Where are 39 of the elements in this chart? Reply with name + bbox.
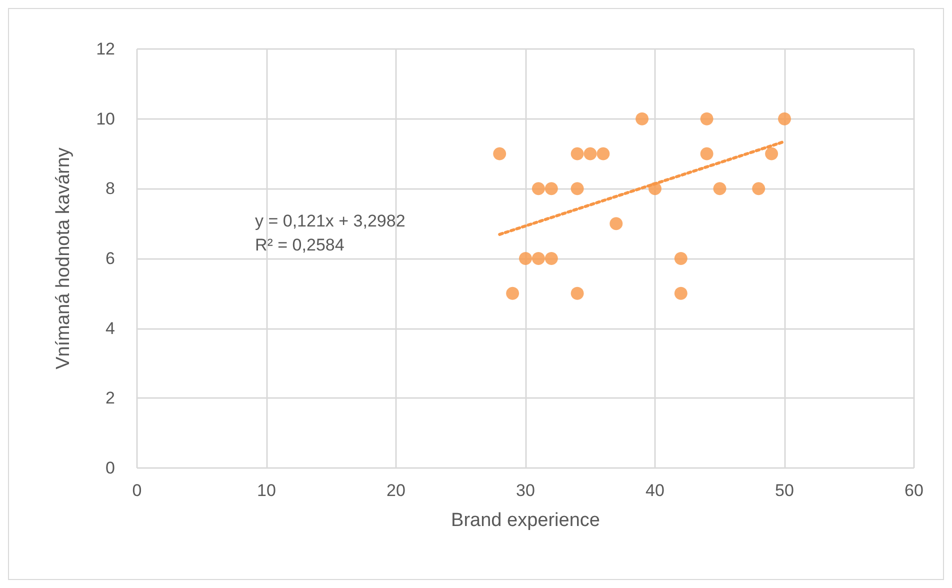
point — [532, 252, 545, 265]
y-tick-label: 6 — [106, 249, 115, 268]
y-tick-label: 12 — [96, 40, 115, 58]
point — [778, 112, 791, 126]
x-tick-label: 40 — [646, 481, 664, 500]
point — [713, 182, 726, 196]
point — [700, 112, 714, 126]
point — [519, 252, 532, 265]
point — [752, 182, 766, 196]
point — [700, 147, 714, 160]
point — [674, 286, 688, 300]
point — [765, 147, 778, 160]
point — [674, 252, 688, 265]
point — [610, 217, 623, 230]
point — [636, 112, 649, 126]
point — [493, 147, 506, 160]
annotation: y = 0,121x + 3,2982 R² = 0,2584 — [255, 212, 406, 254]
point — [544, 182, 558, 196]
y-axis-title: Vnímaná hodnota kavárny — [53, 147, 74, 370]
x-axis-title: Brand experience — [451, 510, 600, 531]
y-tick-label: 10 — [96, 109, 115, 128]
y-tick-label: 4 — [106, 318, 115, 338]
point — [596, 147, 610, 160]
point — [570, 182, 584, 196]
x-tick-label: 60 — [904, 481, 924, 500]
x-tick-label: 10 — [257, 481, 276, 500]
y-tick-label: 0 — [106, 458, 115, 478]
x-tick-label: 0 — [132, 481, 142, 500]
point — [532, 182, 545, 196]
y-tick-label: 2 — [106, 388, 115, 408]
point — [570, 147, 584, 160]
point — [544, 252, 558, 265]
x-tick-label: 20 — [386, 481, 406, 500]
x-tick-label: 30 — [516, 481, 535, 500]
y-tick-label: 8 — [106, 179, 115, 198]
point — [506, 286, 520, 300]
point — [584, 147, 597, 160]
x-tick-label: 50 — [775, 481, 794, 500]
point — [570, 286, 584, 300]
